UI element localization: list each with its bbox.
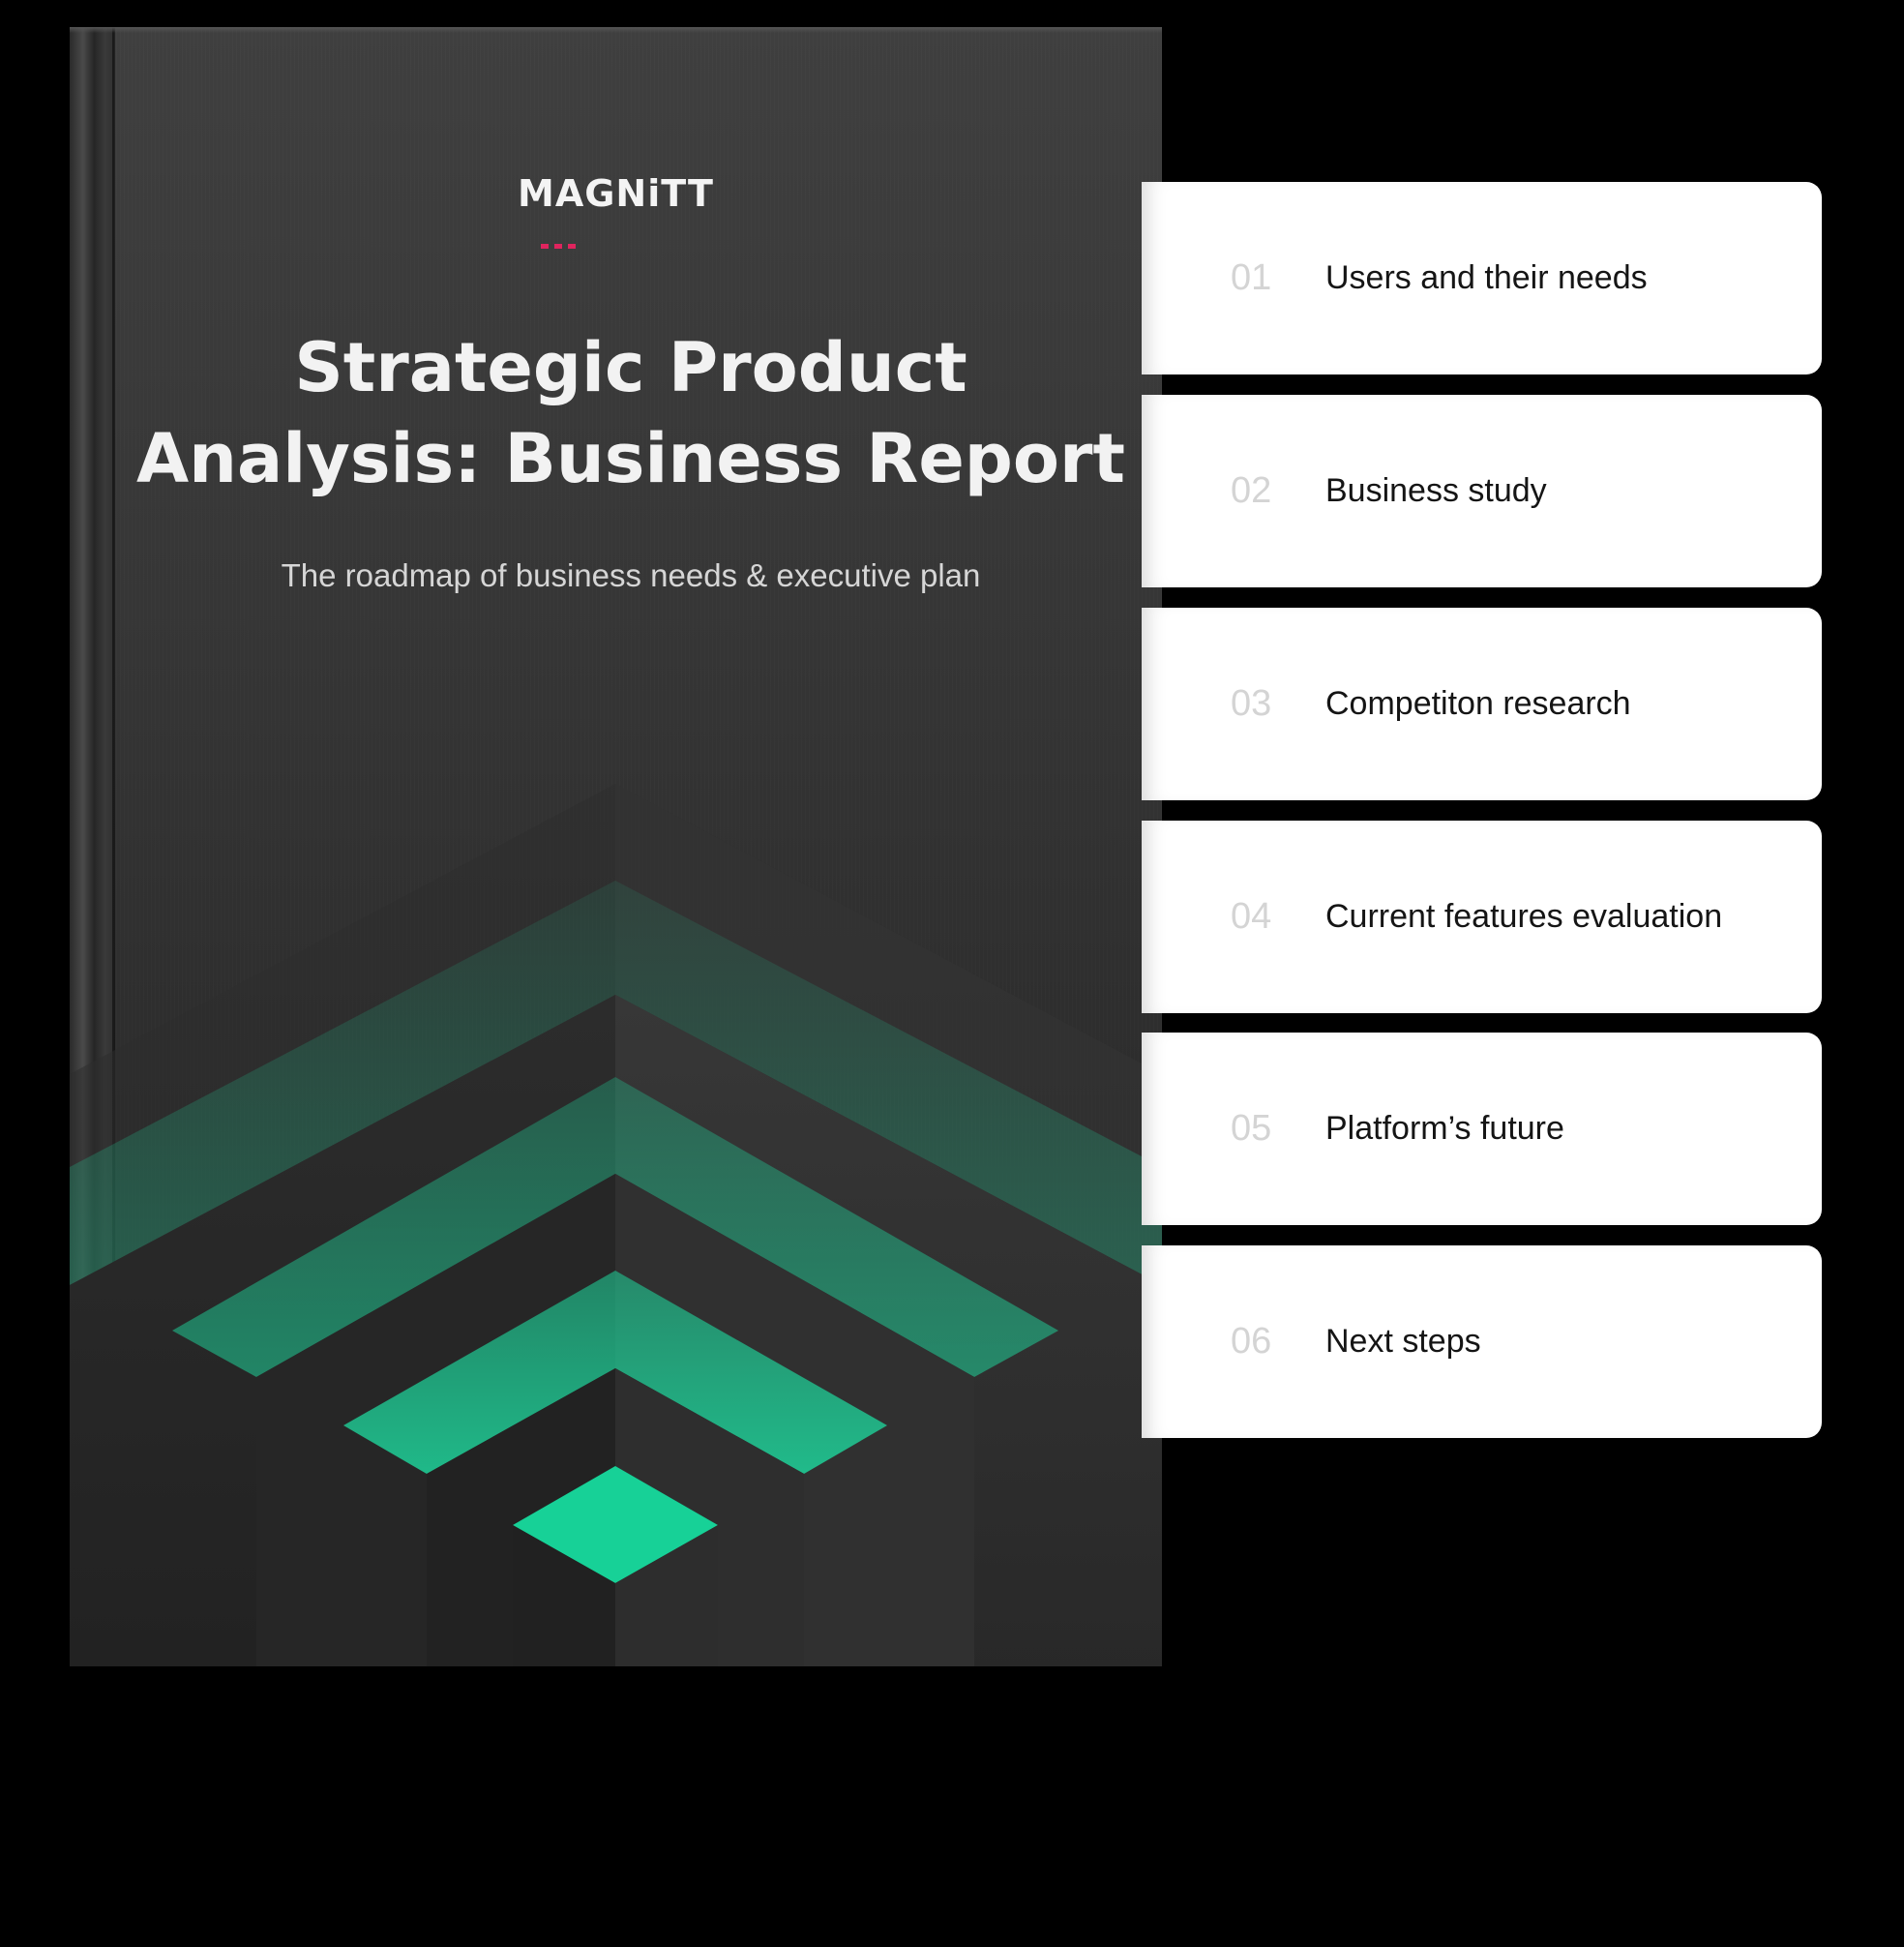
toc-item-features-evaluation[interactable]: 04 Current features evaluation	[1142, 821, 1822, 1013]
toc-item-users[interactable]: 01 Users and their needs	[1142, 182, 1822, 374]
toc-item-number: 01	[1231, 257, 1272, 298]
toc-item-label: Current features evaluation	[1325, 898, 1723, 935]
cover-title-line2: Analysis: Business Report	[136, 419, 1125, 498]
book-top-edge	[70, 27, 1162, 33]
toc-item-label: Business study	[1325, 472, 1547, 509]
report-book-cover: MAGNiTT Strategic Product Analysis: Busi…	[70, 27, 1162, 1666]
logo-text: MAGNiTT	[518, 172, 714, 215]
toc-item-number: 02	[1231, 470, 1272, 511]
logo-accent-dots	[537, 215, 585, 249]
toc-item-platform-future[interactable]: 05 Platform’s future	[1142, 1033, 1822, 1225]
toc-item-number: 06	[1231, 1321, 1272, 1362]
toc-item-competition-research[interactable]: 03 Competiton research	[1142, 608, 1822, 800]
cover-title: Strategic Product Analysis: Business Rep…	[128, 322, 1134, 504]
toc-item-label: Next steps	[1325, 1323, 1481, 1360]
book-spine-crease	[112, 27, 115, 1666]
toc-item-label: Users and their needs	[1325, 259, 1648, 296]
toc-item-business-study[interactable]: 02 Business study	[1142, 395, 1822, 587]
toc-item-number: 03	[1231, 683, 1272, 724]
cover-geometric-art	[70, 784, 1162, 1666]
toc-item-label: Platform’s future	[1325, 1110, 1564, 1147]
toc-item-label: Competiton research	[1325, 685, 1631, 722]
cover-title-line1: Strategic Product	[294, 328, 967, 407]
toc-item-next-steps[interactable]: 06 Next steps	[1142, 1245, 1822, 1438]
cover-subtitle: The roadmap of business needs & executiv…	[281, 557, 981, 593]
toc-item-number: 04	[1231, 896, 1272, 937]
toc-item-number: 05	[1231, 1108, 1272, 1149]
magnitt-logo: MAGNiTT	[70, 172, 1162, 249]
